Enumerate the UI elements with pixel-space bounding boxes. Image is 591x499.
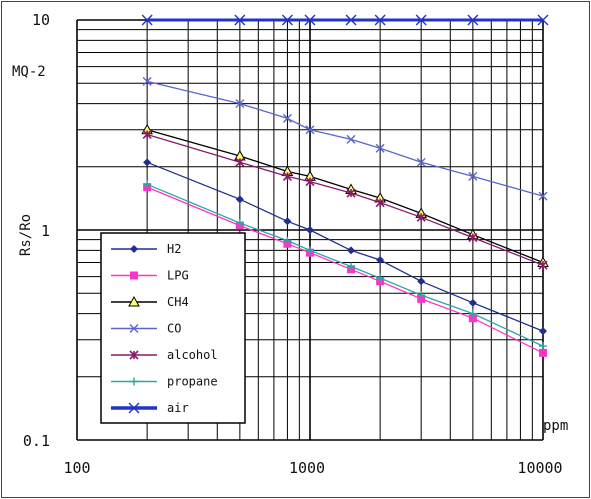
data-point <box>283 217 292 226</box>
data-point <box>128 402 140 414</box>
data-point <box>346 188 356 198</box>
data-point <box>467 14 479 26</box>
data-point <box>305 177 315 187</box>
data-point <box>143 180 152 189</box>
data-point <box>375 143 385 153</box>
data-point <box>347 262 356 271</box>
data-point <box>539 327 547 336</box>
data-point <box>130 271 138 280</box>
data-point <box>416 212 426 222</box>
data-point <box>130 245 138 253</box>
data-point <box>128 295 140 307</box>
data-point <box>537 14 549 26</box>
chart-title: MQ-2 <box>12 64 46 80</box>
x-tick-label: 1000 <box>289 459 325 477</box>
y-tick-label: 10 <box>32 11 50 29</box>
data-point <box>281 14 293 26</box>
data-point <box>282 171 292 181</box>
chart-series <box>141 14 549 357</box>
data-point <box>235 195 244 204</box>
data-point <box>235 99 245 109</box>
data-point <box>129 350 139 360</box>
data-point <box>283 236 292 245</box>
y-axis-label: Rs/Ro <box>18 214 34 256</box>
legend-label: H2 <box>167 242 181 256</box>
data-point <box>234 14 246 26</box>
legend-label: LPG <box>167 269 189 283</box>
legend-label: alcohol <box>167 348 218 362</box>
data-point <box>306 226 314 234</box>
data-point <box>143 158 152 167</box>
series-line-CO <box>146 80 544 197</box>
data-point <box>417 277 426 286</box>
data-point <box>468 171 478 181</box>
data-point <box>306 246 314 255</box>
chart-legend: H2 LPG CH4 CO alcohol propane air <box>100 232 246 424</box>
data-point <box>129 324 139 333</box>
data-point <box>376 255 385 264</box>
data-point <box>374 14 386 26</box>
data-point <box>416 157 426 167</box>
x-tick-label: 10000 <box>517 459 562 477</box>
data-point <box>539 342 547 351</box>
data-point <box>468 314 477 323</box>
legend-label: propane <box>167 375 218 389</box>
y-tick-label: 1 <box>41 222 50 240</box>
data-point <box>539 348 547 357</box>
data-point <box>415 14 427 26</box>
data-point <box>235 157 245 167</box>
data-point <box>345 14 357 26</box>
data-point <box>142 76 152 86</box>
legend-label: CH4 <box>167 295 189 309</box>
data-point <box>235 218 244 227</box>
data-point <box>130 377 138 386</box>
legend-label: CO <box>167 322 181 336</box>
data-point <box>346 134 356 144</box>
data-point <box>417 291 426 300</box>
x-axis-label: ppm <box>543 418 568 434</box>
data-point <box>468 298 477 307</box>
data-point <box>468 233 478 243</box>
data-point <box>468 309 477 318</box>
data-point <box>305 125 315 135</box>
data-point <box>376 274 385 283</box>
data-point <box>375 198 385 208</box>
legend-label: air <box>167 401 189 415</box>
data-point <box>538 260 548 270</box>
data-point <box>538 191 548 201</box>
data-point <box>142 129 152 140</box>
data-point <box>282 113 292 123</box>
data-point <box>304 14 316 26</box>
x-tick-label: 100 <box>63 459 90 477</box>
y-tick-label: 0.1 <box>23 432 50 450</box>
data-point <box>347 246 356 255</box>
data-point <box>141 14 153 26</box>
